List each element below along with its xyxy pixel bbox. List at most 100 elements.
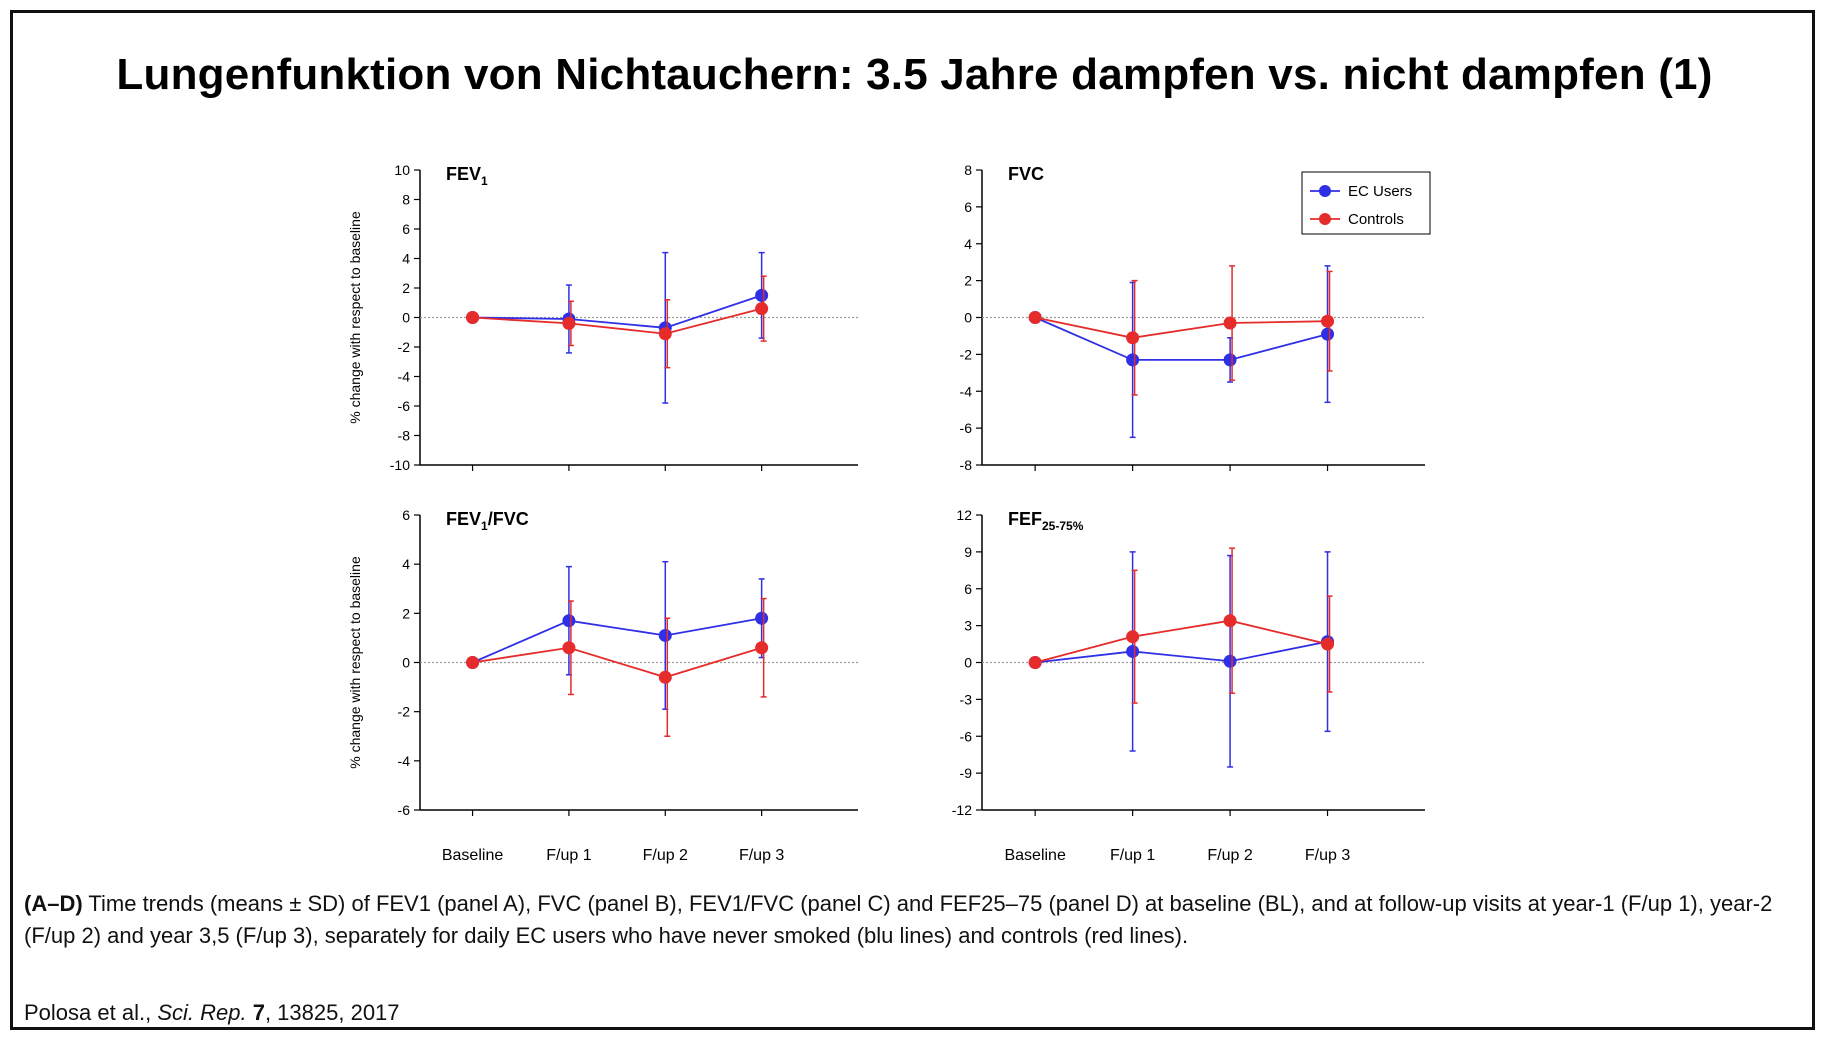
data-point-controls bbox=[1321, 637, 1335, 651]
x-tick-label: Baseline bbox=[442, 847, 503, 864]
y-tick-label: 2 bbox=[964, 273, 972, 289]
citation: Polosa et al., Sci. Rep. 7, 13825, 2017 bbox=[24, 1000, 400, 1026]
y-tick-label: -4 bbox=[398, 369, 411, 385]
y-tick-label: -8 bbox=[398, 428, 411, 444]
y-tick-label: 6 bbox=[964, 581, 972, 597]
y-tick-label: -6 bbox=[398, 802, 411, 818]
citation-journal: Sci. Rep. bbox=[157, 1000, 247, 1025]
x-tick-label: F/up 3 bbox=[1305, 847, 1350, 864]
y-tick-label: -10 bbox=[390, 457, 410, 473]
data-point-controls bbox=[755, 302, 769, 316]
caption-panel-label: (A–D) bbox=[24, 891, 83, 916]
data-point-controls bbox=[466, 311, 480, 324]
data-point-controls bbox=[562, 641, 576, 655]
y-tick-label: 6 bbox=[964, 199, 972, 215]
y-tick-label: -6 bbox=[398, 398, 411, 414]
y-tick-label: -6 bbox=[960, 420, 973, 436]
panel-title: FEV1 bbox=[446, 164, 488, 188]
data-point-controls bbox=[1223, 316, 1237, 330]
data-point-ec-users bbox=[658, 628, 672, 642]
y-tick-label: 0 bbox=[402, 310, 410, 326]
caption-text: Time trends (means ± SD) of FEV1 (panel … bbox=[24, 891, 1773, 948]
data-point-ec-users bbox=[1321, 327, 1335, 341]
data-point-ec-users bbox=[1126, 353, 1140, 367]
series-line-ec-users bbox=[1035, 640, 1328, 664]
panel-a: 10 8 6 4 2 0 -2 -4 -6 -8 -10 FEV1 % change with resp… bbox=[347, 162, 858, 473]
data-point-controls bbox=[658, 327, 672, 341]
y-tick-label: 4 bbox=[402, 556, 410, 572]
citation-volume: 7 bbox=[252, 1000, 265, 1025]
y-tick-label: 6 bbox=[402, 221, 410, 237]
y-axis-label: % change with respect to baseline bbox=[347, 556, 363, 769]
legend-label-ec-users: EC Users bbox=[1348, 183, 1412, 200]
data-point-controls bbox=[1028, 656, 1042, 669]
y-tick-label: -12 bbox=[952, 802, 972, 818]
x-tick-label: F/up 2 bbox=[643, 847, 688, 864]
x-tick-label: F/up 1 bbox=[546, 847, 591, 864]
y-tick-label: 0 bbox=[402, 655, 410, 671]
y-tick-label: -2 bbox=[398, 704, 411, 720]
series-line-controls bbox=[472, 307, 762, 335]
y-tick-label: 12 bbox=[956, 507, 972, 523]
data-point-controls bbox=[1126, 630, 1140, 644]
x-tick-label: F/up 2 bbox=[1207, 847, 1252, 864]
y-tick-label: 10 bbox=[394, 162, 410, 178]
x-tick-label: Baseline bbox=[1004, 847, 1065, 864]
slide-title: Lungenfunktion von Nichtauchern: 3.5 Jah… bbox=[116, 50, 1713, 99]
slide-frame bbox=[10, 10, 1815, 1030]
y-tick-label: 0 bbox=[964, 310, 972, 326]
data-point-ec-users bbox=[1223, 654, 1237, 668]
data-point-ec-users bbox=[755, 288, 769, 302]
data-point-controls bbox=[755, 641, 769, 655]
panel-b: 8 6 4 2 0 -2 -4 -6 -8 FVC bbox=[960, 162, 1425, 473]
citation-authors: Polosa et al., bbox=[24, 1000, 158, 1025]
y-tick-label: -2 bbox=[398, 339, 411, 355]
panel-title: FEF25-75% bbox=[1008, 509, 1084, 533]
panel-title: FVC bbox=[1008, 164, 1044, 184]
y-tick-label: 4 bbox=[402, 251, 410, 267]
x-tick-label: F/up 3 bbox=[739, 847, 784, 864]
x-tick-label: F/up 1 bbox=[1110, 847, 1155, 864]
series-line-ec-users bbox=[472, 294, 762, 329]
legend: EC Users Controls bbox=[1301, 171, 1431, 235]
y-tick-label: -4 bbox=[398, 753, 411, 769]
data-point-controls bbox=[1223, 614, 1237, 628]
panel-d: 12 9 6 3 0 -3 -6 -9 -12 Baseline F/up 1 F/up 2 F/up … bbox=[952, 507, 1425, 864]
data-point-controls bbox=[1028, 311, 1042, 324]
data-point-ec-users bbox=[562, 614, 576, 628]
y-tick-label: -6 bbox=[960, 728, 973, 744]
y-axis-label: % change with respect to baseline bbox=[347, 211, 363, 424]
y-tick-label: 2 bbox=[402, 605, 410, 621]
y-tick-label: -8 bbox=[960, 457, 973, 473]
data-point-ec-users bbox=[755, 611, 769, 625]
figure-caption: (A–D) Time trends (means ± SD) of FEV1 (… bbox=[24, 888, 1804, 952]
series-line-controls bbox=[472, 646, 762, 679]
data-point-controls bbox=[562, 316, 576, 330]
series-line-controls bbox=[1034, 619, 1328, 664]
data-point-controls bbox=[1321, 314, 1335, 328]
legend-label-controls: Controls bbox=[1348, 211, 1404, 228]
y-tick-label: -9 bbox=[960, 765, 973, 781]
y-tick-label: 3 bbox=[964, 618, 972, 634]
y-tick-label: 6 bbox=[402, 507, 410, 523]
panel-title: FEV1/FVC bbox=[446, 509, 529, 533]
y-tick-label: -4 bbox=[960, 383, 973, 399]
data-point-controls bbox=[1126, 331, 1140, 345]
y-tick-label: -3 bbox=[960, 691, 973, 707]
data-point-ec-users bbox=[1126, 644, 1140, 658]
series-line-controls bbox=[1034, 316, 1328, 339]
data-point-controls bbox=[466, 656, 480, 669]
legend-marker-controls bbox=[1319, 213, 1331, 225]
y-tick-label: 0 bbox=[964, 655, 972, 671]
y-tick-label: 8 bbox=[964, 162, 972, 178]
legend-marker-ec-users bbox=[1319, 185, 1331, 197]
series-line-ec-users bbox=[472, 617, 762, 664]
y-tick-label: 2 bbox=[402, 280, 410, 296]
y-tick-label: 8 bbox=[402, 192, 410, 208]
data-point-controls bbox=[658, 670, 672, 684]
y-tick-label: 4 bbox=[964, 236, 972, 252]
series-line-ec-users bbox=[1034, 316, 1328, 361]
panel-c: 6 4 2 0 -2 -4 -6 Baseline F/up 1 F/up 2 F/up 3 FEV1… bbox=[347, 507, 858, 864]
citation-rest: , 13825, 2017 bbox=[264, 1000, 400, 1025]
y-tick-label: 9 bbox=[964, 544, 972, 560]
